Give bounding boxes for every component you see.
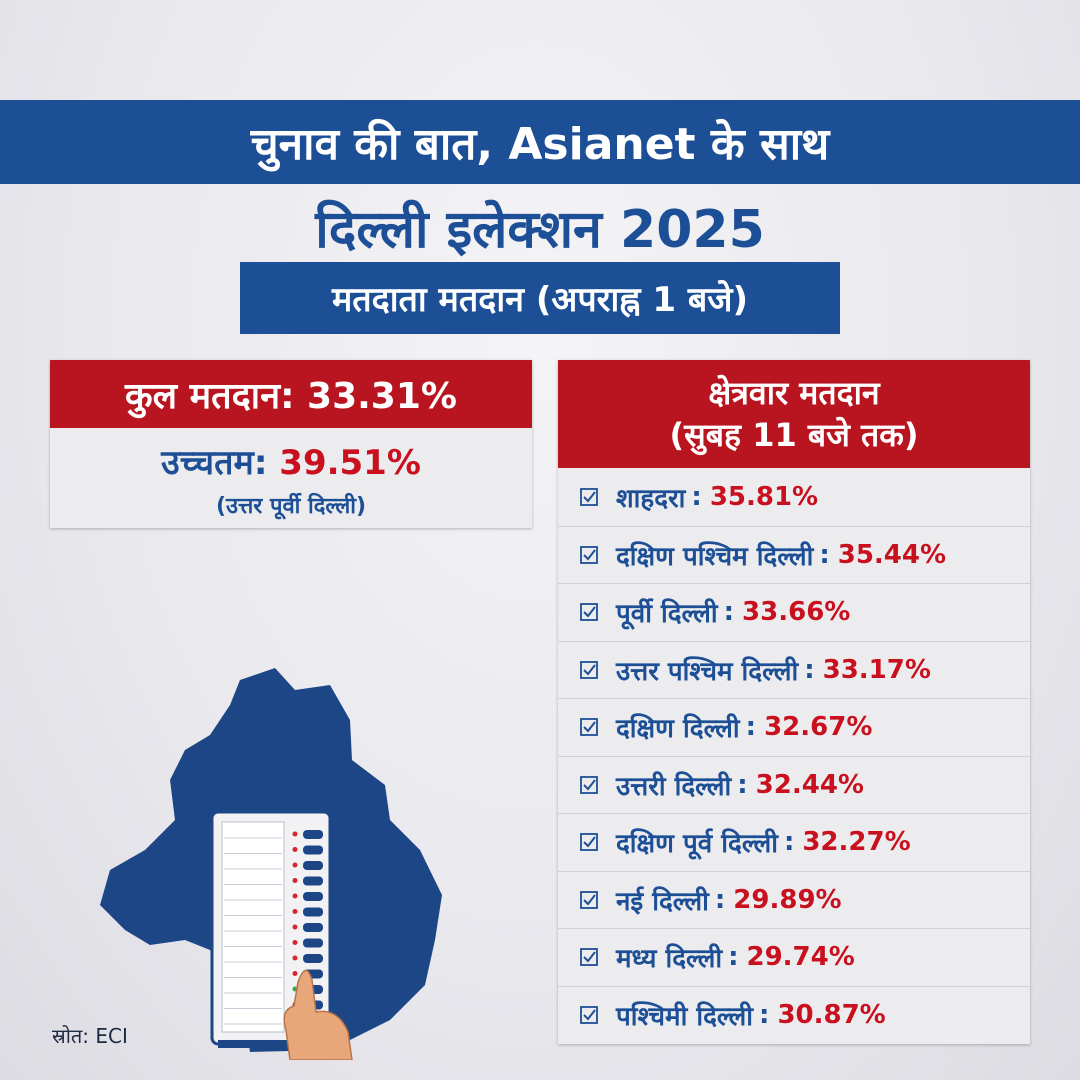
evm-icon xyxy=(210,810,332,1048)
region-value: 29.89% xyxy=(733,884,842,915)
region-separator: : xyxy=(723,597,735,628)
checkbox-check-icon xyxy=(580,718,598,737)
region-turnout-heading: क्षेत्रवार मतदान (सुबह 11 बजे तक) xyxy=(558,360,1030,468)
region-separator: : xyxy=(759,999,770,1030)
region-separator: : xyxy=(819,539,830,570)
highest-value: 39.51% xyxy=(279,443,421,483)
checkbox-check-icon xyxy=(580,948,598,967)
region-row: उत्तरी दिल्ली:32.44% xyxy=(558,755,1030,814)
source-credit: स्रोत: ECI xyxy=(52,1024,128,1048)
region-name: पश्चिमी दिल्ली xyxy=(616,1001,754,1032)
page-title: दिल्ली इलेक्शन 2025 xyxy=(315,199,765,260)
banner-text: चुनाव की बात, Asianet के साथ xyxy=(250,119,830,170)
checkbox-check-icon xyxy=(580,1005,598,1024)
region-name: उत्तर पश्चिम दिल्ली xyxy=(616,656,799,687)
region-separator: : xyxy=(728,942,739,973)
region-row: दक्षिण पश्चिम दिल्ली:35.44% xyxy=(558,525,1030,584)
region-name: पूर्वी दिल्ली xyxy=(616,599,718,630)
region-row: पश्चिमी दिल्ली:30.87% xyxy=(558,985,1030,1044)
hand-icon xyxy=(283,969,353,1061)
highest-region: (उत्तर पूर्वी दिल्ली) xyxy=(215,494,367,519)
region-row: पूर्वी दिल्ली:33.66% xyxy=(558,583,1030,641)
region-name: उत्तरी दिल्ली xyxy=(616,771,732,802)
region-value: 33.17% xyxy=(822,654,931,685)
checkbox-check-icon xyxy=(580,890,598,909)
region-separator: : xyxy=(745,712,757,743)
region-value: 32.67% xyxy=(764,712,873,743)
region-separator: : xyxy=(737,769,748,800)
region-row: नई दिल्ली:29.89% xyxy=(558,870,1030,929)
region-row: उत्तर पश्चिम दिल्ली:33.17% xyxy=(558,640,1030,699)
highest-turnout-section: उच्चतम: 39.51% (उत्तर पूर्वी दिल्ली) xyxy=(50,428,532,520)
checkbox-check-icon xyxy=(580,660,598,679)
region-heading-line1: क्षेत्रवार मतदान xyxy=(708,374,880,412)
highest-label: उच्चतम: xyxy=(161,443,268,483)
region-value: 33.66% xyxy=(742,597,851,628)
region-separator: : xyxy=(804,654,815,685)
region-name: दक्षिण दिल्ली xyxy=(616,714,740,745)
region-value: 30.87% xyxy=(777,999,886,1030)
total-turnout-card: कुल मतदान: 33.31% उच्चतम: 39.51% (उत्तर … xyxy=(50,360,532,528)
region-value: 32.27% xyxy=(802,827,911,858)
region-value: 29.74% xyxy=(746,942,855,973)
checkbox-check-icon xyxy=(580,833,598,852)
delhi-map-illustration xyxy=(90,660,510,1061)
region-row: मध्य दिल्ली:29.74% xyxy=(558,928,1030,986)
region-heading-line2: (सुबह 11 बजे तक) xyxy=(669,416,919,454)
region-turnout-card: क्षेत्रवार मतदान (सुबह 11 बजे तक) शाहदरा… xyxy=(558,360,1030,1044)
region-name: नई दिल्ली xyxy=(616,886,709,917)
region-name: मध्य दिल्ली xyxy=(616,944,723,975)
total-turnout-heading: कुल मतदान: 33.31% xyxy=(50,360,532,428)
delhi-map-icon xyxy=(100,668,442,1061)
region-separator: : xyxy=(714,884,726,915)
region-list: शाहदरा:35.81% दक्षिण पश्चिम दिल्ली:35.44%… xyxy=(558,468,1030,1043)
page-subtitle: मतदाता मतदान (अपराह्न 1 बजे) xyxy=(240,262,840,334)
checkbox-check-icon xyxy=(580,775,598,794)
region-row: दक्षिण दिल्ली:32.67% xyxy=(558,698,1030,756)
top-banner: चुनाव की बात, Asianet के साथ xyxy=(0,100,1080,184)
region-value: 35.44% xyxy=(837,539,947,570)
region-separator: : xyxy=(783,827,795,858)
region-row: दक्षिण पूर्व दिल्ली:32.27% xyxy=(558,813,1030,871)
checkbox-check-icon xyxy=(580,603,598,622)
region-name: दक्षिण पूर्व दिल्ली xyxy=(616,829,778,860)
checkbox-check-icon xyxy=(580,487,598,506)
highest-turnout-line: उच्चतम: 39.51% xyxy=(50,442,532,484)
region-value: 35.81% xyxy=(709,481,819,512)
region-row: शाहदरा:35.81% xyxy=(558,468,1030,526)
region-name: दक्षिण पश्चिम दिल्ली xyxy=(616,541,814,572)
region-name: शाहदरा xyxy=(616,483,686,514)
checkbox-check-icon xyxy=(580,545,598,564)
region-value: 32.44% xyxy=(755,769,864,800)
region-separator: : xyxy=(691,481,702,512)
